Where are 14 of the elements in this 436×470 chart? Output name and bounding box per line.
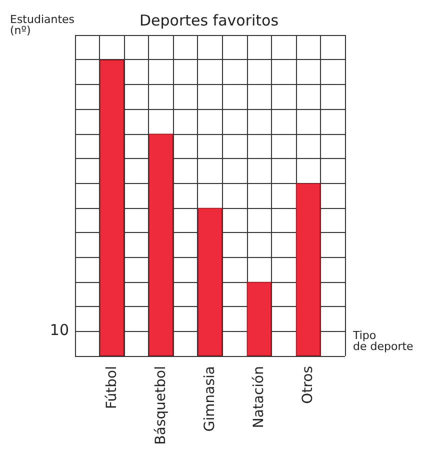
bar [296, 183, 320, 356]
x-axis-title: Tipo de deporte [352, 329, 414, 353]
chart-title: Deportes favoritos [139, 12, 279, 30]
x-tick-label: Natación [251, 366, 268, 428]
bar [198, 208, 222, 356]
text: 10 [50, 320, 70, 339]
x-tick-label: Gimnasia [202, 366, 218, 432]
y-axis-title: Estudiantes (nº) [10, 13, 75, 37]
bar [148, 134, 174, 356]
bar [246, 282, 272, 356]
x-tick-label: Otros [300, 366, 316, 404]
bar [100, 60, 124, 356]
x-tick-label: Básquetbol [152, 366, 169, 445]
x-tick-label: Fútbol [104, 366, 120, 409]
